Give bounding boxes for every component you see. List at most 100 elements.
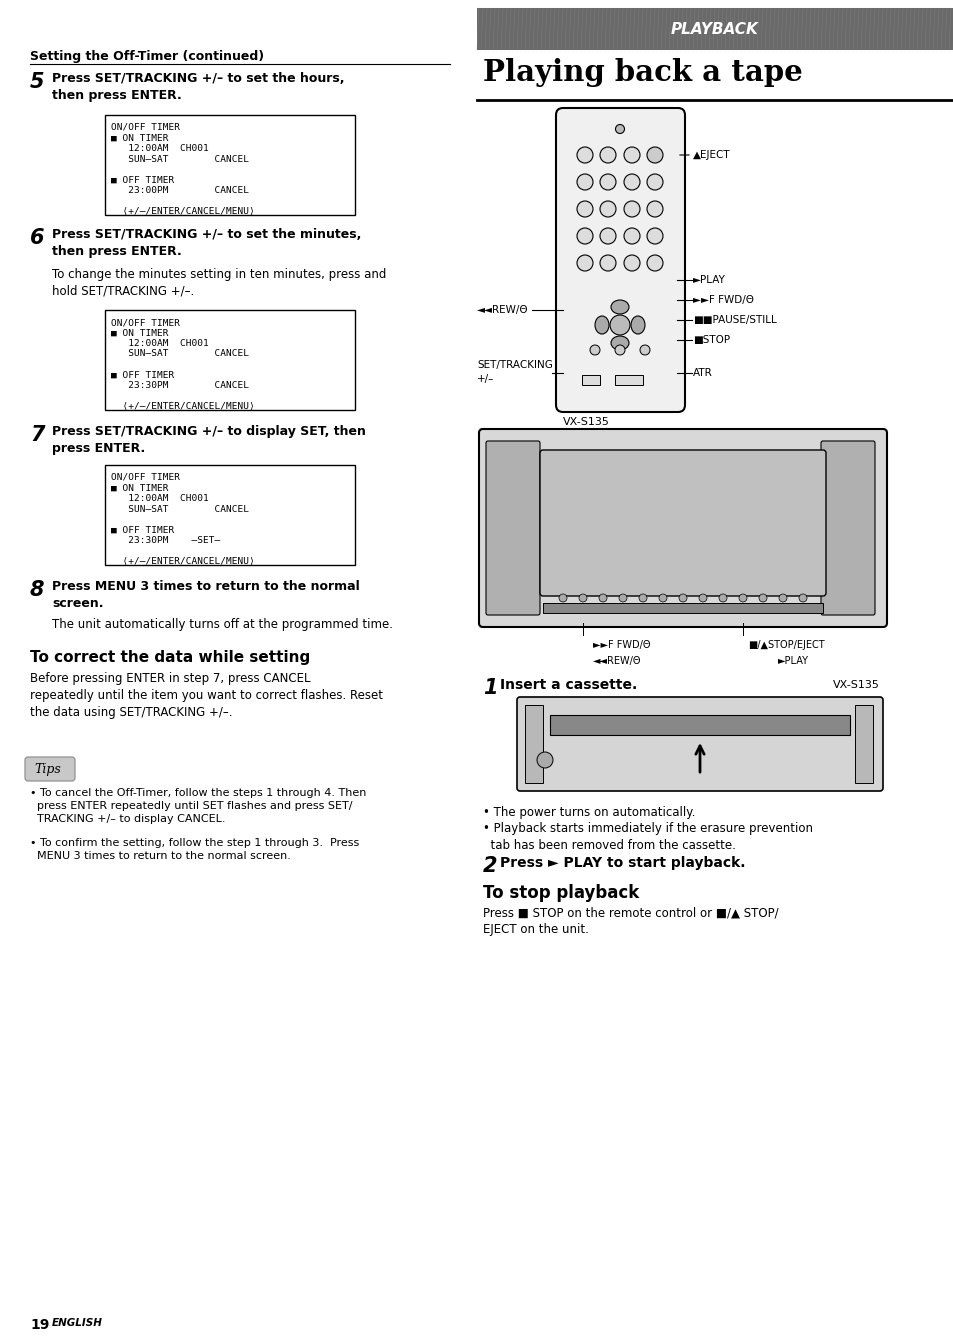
Circle shape bbox=[537, 752, 553, 768]
Text: ATR: ATR bbox=[692, 368, 712, 379]
Circle shape bbox=[623, 227, 639, 244]
Text: • The power turns on automatically.: • The power turns on automatically. bbox=[482, 805, 695, 819]
Text: • To cancel the Off-Timer, follow the steps 1 through 4. Then
  press ENTER repe: • To cancel the Off-Timer, follow the st… bbox=[30, 788, 366, 824]
Text: ■ ON TIMER: ■ ON TIMER bbox=[111, 483, 169, 492]
Bar bbox=[542, 603, 822, 613]
Circle shape bbox=[646, 174, 662, 190]
Circle shape bbox=[659, 594, 666, 602]
Text: Press SET/TRACKING +/– to set the minutes,
then press ENTER.: Press SET/TRACKING +/– to set the minute… bbox=[52, 227, 361, 258]
Text: Insert a cassette.: Insert a cassette. bbox=[499, 678, 637, 692]
Circle shape bbox=[646, 201, 662, 217]
Text: 2: 2 bbox=[482, 856, 497, 876]
Text: 6: 6 bbox=[30, 227, 45, 248]
Text: Setting the Off-Timer (continued): Setting the Off-Timer (continued) bbox=[30, 50, 264, 63]
Circle shape bbox=[599, 227, 616, 244]
Text: 5: 5 bbox=[30, 72, 45, 92]
Circle shape bbox=[759, 594, 766, 602]
Text: SUN–SAT        CANCEL: SUN–SAT CANCEL bbox=[111, 154, 249, 163]
Circle shape bbox=[679, 594, 686, 602]
Text: ⟨+/–/ENTER/CANCEL/MENU⟩: ⟨+/–/ENTER/CANCEL/MENU⟩ bbox=[111, 401, 254, 411]
Circle shape bbox=[646, 147, 662, 163]
Circle shape bbox=[599, 201, 616, 217]
Circle shape bbox=[578, 594, 586, 602]
Circle shape bbox=[646, 256, 662, 272]
Text: Press MENU 3 times to return to the normal
screen.: Press MENU 3 times to return to the norm… bbox=[52, 579, 359, 610]
Text: • Playback starts immediately if the erasure prevention
  tab has been removed f: • Playback starts immediately if the era… bbox=[482, 822, 812, 852]
Text: VX-S135: VX-S135 bbox=[832, 680, 879, 690]
Text: 23:00PM        CANCEL: 23:00PM CANCEL bbox=[111, 186, 249, 195]
Bar bbox=[581, 375, 599, 385]
Text: ⟨+/–/ENTER/CANCEL/MENU⟩: ⟨+/–/ENTER/CANCEL/MENU⟩ bbox=[111, 557, 254, 566]
Text: ■ ON TIMER: ■ ON TIMER bbox=[111, 134, 169, 143]
Text: ◄◄REW/Θ: ◄◄REW/Θ bbox=[593, 656, 640, 666]
FancyBboxPatch shape bbox=[25, 757, 75, 781]
Circle shape bbox=[646, 227, 662, 244]
Text: ■ OFF TIMER: ■ OFF TIMER bbox=[111, 175, 174, 185]
Text: SUN–SAT        CANCEL: SUN–SAT CANCEL bbox=[111, 504, 249, 514]
Circle shape bbox=[599, 147, 616, 163]
Circle shape bbox=[618, 594, 626, 602]
Circle shape bbox=[577, 256, 593, 272]
Text: Press SET/TRACKING +/– to set the hours,
then press ENTER.: Press SET/TRACKING +/– to set the hours,… bbox=[52, 72, 344, 102]
Circle shape bbox=[639, 594, 646, 602]
Text: To stop playback: To stop playback bbox=[482, 884, 639, 902]
Text: PLAYBACK: PLAYBACK bbox=[670, 21, 759, 36]
Bar bbox=[550, 714, 849, 735]
Circle shape bbox=[577, 201, 593, 217]
Text: Press ■ STOP on the remote control or ■/▲ STOP/
EJECT on the unit.: Press ■ STOP on the remote control or ■/… bbox=[482, 906, 778, 937]
Circle shape bbox=[699, 594, 706, 602]
Text: SUN–SAT        CANCEL: SUN–SAT CANCEL bbox=[111, 349, 249, 359]
Text: ON/OFF TIMER: ON/OFF TIMER bbox=[111, 123, 180, 132]
Circle shape bbox=[623, 147, 639, 163]
Text: ◄◄REW/Θ: ◄◄REW/Θ bbox=[476, 305, 528, 314]
Circle shape bbox=[598, 594, 606, 602]
Text: ►PLAY: ►PLAY bbox=[692, 276, 725, 285]
Text: ■ ON TIMER: ■ ON TIMER bbox=[111, 329, 169, 337]
Bar bbox=[476, 8, 953, 50]
Bar bbox=[524, 705, 542, 783]
Text: ON/OFF TIMER: ON/OFF TIMER bbox=[111, 474, 180, 482]
Circle shape bbox=[615, 124, 624, 134]
Circle shape bbox=[599, 174, 616, 190]
Circle shape bbox=[623, 201, 639, 217]
Ellipse shape bbox=[610, 300, 628, 314]
FancyBboxPatch shape bbox=[539, 450, 825, 595]
Circle shape bbox=[719, 594, 726, 602]
Text: ►►F FWD/Θ: ►►F FWD/Θ bbox=[692, 294, 753, 305]
Text: ■■PAUSE/STILL: ■■PAUSE/STILL bbox=[692, 314, 776, 325]
Bar bbox=[615, 375, 642, 385]
Text: SET/TRACKING: SET/TRACKING bbox=[476, 360, 553, 371]
Text: ■ OFF TIMER: ■ OFF TIMER bbox=[111, 526, 174, 534]
FancyBboxPatch shape bbox=[478, 429, 886, 628]
FancyBboxPatch shape bbox=[517, 697, 882, 791]
Text: ENGLISH: ENGLISH bbox=[52, 1318, 103, 1329]
Circle shape bbox=[623, 174, 639, 190]
Circle shape bbox=[609, 314, 629, 334]
Circle shape bbox=[739, 594, 746, 602]
Text: The unit automatically turns off at the programmed time.: The unit automatically turns off at the … bbox=[52, 618, 393, 632]
Ellipse shape bbox=[630, 316, 644, 334]
Text: Tips: Tips bbox=[34, 763, 61, 776]
Text: ►PLAY: ►PLAY bbox=[778, 656, 808, 666]
Text: ■STOP: ■STOP bbox=[692, 334, 729, 345]
FancyBboxPatch shape bbox=[556, 108, 684, 412]
Text: ON/OFF TIMER: ON/OFF TIMER bbox=[111, 318, 180, 326]
Circle shape bbox=[599, 256, 616, 272]
Circle shape bbox=[799, 594, 806, 602]
Text: ■/▲STOP/EJECT: ■/▲STOP/EJECT bbox=[747, 640, 823, 650]
FancyBboxPatch shape bbox=[485, 442, 539, 615]
Bar bbox=[854, 705, 872, 783]
Text: • To confirm the setting, follow the step 1 through 3.  Press
  MENU 3 times to : • To confirm the setting, follow the ste… bbox=[30, 838, 359, 860]
Bar bbox=[105, 310, 355, 409]
Circle shape bbox=[558, 594, 566, 602]
Text: 23:30PM        CANCEL: 23:30PM CANCEL bbox=[111, 381, 249, 389]
Text: Playing back a tape: Playing back a tape bbox=[482, 58, 801, 87]
Text: Press ► PLAY to start playback.: Press ► PLAY to start playback. bbox=[499, 856, 744, 870]
Text: 8: 8 bbox=[30, 579, 45, 599]
Circle shape bbox=[589, 345, 599, 355]
Text: +/–: +/– bbox=[476, 375, 494, 384]
Text: 1: 1 bbox=[482, 678, 497, 698]
Text: Before pressing ENTER in step 7, press CANCEL
repeatedly until the item you want: Before pressing ENTER in step 7, press C… bbox=[30, 672, 382, 719]
Text: 7: 7 bbox=[30, 425, 45, 446]
Text: 23:30PM    –SET–: 23:30PM –SET– bbox=[111, 537, 220, 545]
